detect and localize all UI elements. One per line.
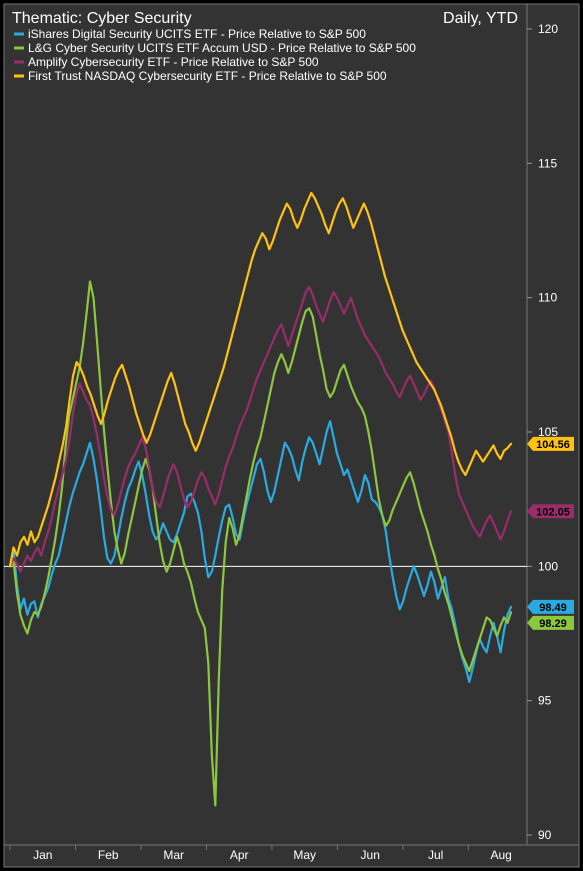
y-tick-label: 115 <box>538 156 557 170</box>
x-tick-label: Feb <box>98 848 119 862</box>
legend-label: First Trust NASDAQ Cybersecurity ETF - P… <box>28 69 387 83</box>
chart-period: Daily, YTD <box>443 10 518 27</box>
x-tick-label: Apr <box>230 848 249 862</box>
x-tick-label: Jun <box>361 848 380 862</box>
value-badge: 104.56 <box>527 436 574 451</box>
legend-label: L&G Cyber Security UCITS ETF Accum USD -… <box>28 41 416 55</box>
chart-title: Thematic: Cyber Security <box>12 10 192 27</box>
value-badge-label: 104.56 <box>536 439 570 451</box>
y-axis-ticks: 90 95 100 105 110 115 120 <box>527 22 558 842</box>
y-tick-label: 100 <box>538 559 558 573</box>
y-tick-label: 120 <box>538 22 558 36</box>
series-group <box>8 191 513 807</box>
value-badge-label: 98.29 <box>539 618 567 630</box>
legend: iShares Digital Security UCITS ETF - Pri… <box>14 27 416 83</box>
value-badge: 102.05 <box>527 504 574 519</box>
last-value-badges: 104.56 102.05 98.49 98.29 <box>527 436 574 630</box>
x-tick-label: May <box>293 848 316 862</box>
x-tick-label: Jan <box>33 848 52 862</box>
value-badge-label: 102.05 <box>536 506 570 518</box>
x-tick-label: Aug <box>490 848 511 862</box>
series-line-1 <box>8 280 513 807</box>
legend-label: iShares Digital Security UCITS ETF - Pri… <box>28 27 366 41</box>
value-badge-shape <box>527 504 574 519</box>
series-line-2 <box>8 285 513 573</box>
series-line-3 <box>8 191 513 568</box>
y-tick-label: 110 <box>538 291 557 305</box>
value-badge-shape <box>527 615 574 630</box>
x-tick-label: Jul <box>428 848 443 862</box>
value-badge-label: 98.49 <box>539 602 567 614</box>
value-badge-shape <box>527 436 574 451</box>
x-axis-ticks: Jan Feb Mar Apr May Jun Jul Aug <box>9 845 512 862</box>
value-badge-shape <box>527 599 574 614</box>
plot-frame <box>3 3 580 868</box>
value-badge: 98.29 <box>527 615 574 630</box>
series-line-0 <box>8 420 513 684</box>
y-tick-label: 95 <box>538 694 552 708</box>
legend-label: Amplify Cybersecurity ETF - Price Relati… <box>28 55 319 69</box>
x-tick-label: Mar <box>163 848 184 862</box>
y-tick-label: 90 <box>538 828 552 842</box>
value-badge: 98.49 <box>527 599 574 614</box>
y-tick-label: 105 <box>538 425 558 439</box>
